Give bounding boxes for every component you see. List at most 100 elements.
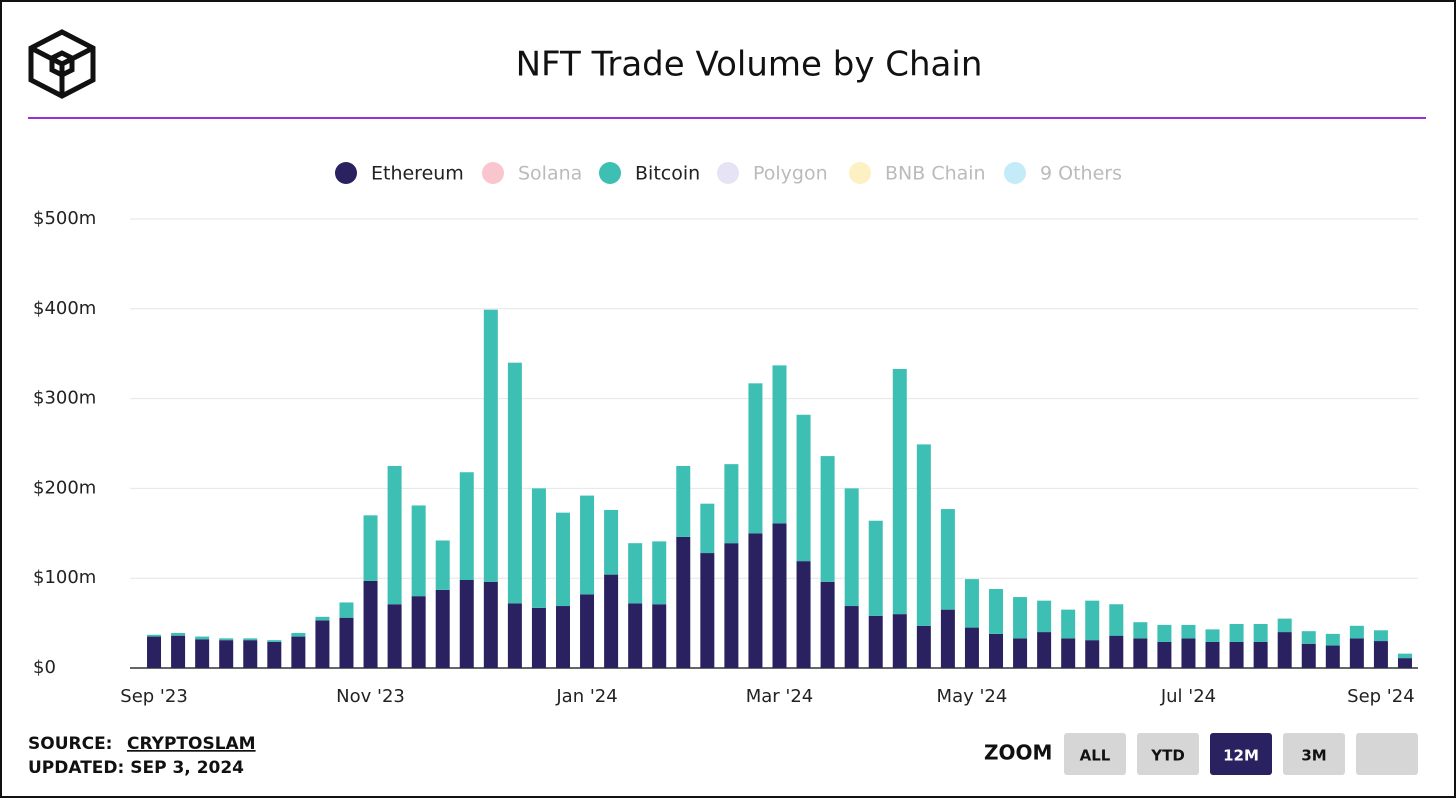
x-tick-label: Sep '24 — [1347, 686, 1415, 707]
bar-segment — [243, 640, 258, 668]
bar-segment — [724, 543, 739, 668]
bar-segment — [195, 639, 210, 668]
bar-segment — [483, 309, 498, 582]
bar-segment — [531, 607, 546, 668]
bar-segment — [363, 580, 378, 668]
zoom-button[interactable] — [1283, 733, 1345, 775]
bar-segment — [748, 533, 763, 668]
bar-segment — [315, 616, 330, 621]
bar-segment — [652, 541, 667, 605]
zoom-button-label[interactable]: 3M — [1301, 747, 1326, 765]
x-tick-label: Nov '23 — [336, 686, 405, 707]
bar-segment — [387, 604, 402, 668]
bar-segment — [1301, 631, 1316, 644]
bar-segment — [724, 464, 739, 544]
bar-segment — [1109, 604, 1124, 636]
bar-segment — [387, 465, 402, 605]
zoom-button[interactable] — [1210, 733, 1272, 775]
zoom-button[interactable] — [1137, 733, 1199, 775]
bar-segment — [1277, 632, 1292, 668]
bar-segment — [964, 579, 979, 628]
legend-label[interactable]: Bitcoin — [635, 163, 700, 185]
zoom-label: ZOOM — [984, 741, 1052, 765]
bar-segment — [147, 636, 162, 668]
bar-segment — [219, 640, 234, 668]
bar-segment — [772, 365, 787, 524]
y-tick-label: $400m — [33, 298, 96, 319]
bar-segment — [1397, 658, 1412, 668]
y-tick-label: $0 — [33, 657, 56, 678]
bar-segment — [628, 603, 643, 668]
bar-segment — [628, 543, 643, 604]
bar-segment — [700, 503, 715, 554]
bar-segment — [916, 625, 931, 668]
bar-segment — [339, 617, 354, 668]
bar-segment — [435, 589, 450, 668]
bar-segment — [940, 509, 955, 610]
bar-segment — [459, 472, 474, 580]
bar-segment — [676, 465, 691, 537]
legend-label[interactable]: Ethereum — [371, 163, 464, 185]
legend-label[interactable]: 9 Others — [1040, 163, 1122, 185]
y-tick-label: $300m — [33, 388, 96, 409]
zoom-button[interactable] — [1356, 733, 1418, 775]
bar-segment — [459, 579, 474, 668]
bar-segment — [772, 523, 787, 668]
legend-label[interactable]: Polygon — [753, 163, 828, 185]
updated: UPDATED: SEP 3, 2024 — [28, 758, 244, 778]
bar-segment — [844, 488, 859, 607]
bar-segment — [868, 615, 883, 668]
bar-segment — [147, 634, 162, 637]
legend-marker[interactable] — [717, 162, 739, 184]
zoom-button-label[interactable]: 12M — [1223, 747, 1259, 765]
legend-marker[interactable] — [335, 162, 357, 184]
bar-segment — [291, 636, 306, 668]
bar-segment — [1037, 632, 1052, 668]
x-tick-label: Jul '24 — [1160, 686, 1216, 707]
legend-label[interactable]: Solana — [518, 163, 582, 185]
y-tick-label: $500m — [33, 208, 96, 229]
bar-segment — [892, 368, 907, 615]
bar-segment — [1205, 641, 1220, 668]
bar-segment — [1181, 624, 1196, 639]
bar-segment — [796, 561, 811, 668]
bar-segment — [291, 632, 306, 637]
x-tick-label: Jan '24 — [555, 686, 617, 707]
logo — [28, 29, 96, 99]
bar-segment — [1277, 618, 1292, 633]
y-tick-label: $100m — [33, 567, 96, 588]
bar-segment — [1157, 624, 1172, 642]
bar-segment — [531, 488, 546, 608]
legend-marker[interactable] — [849, 162, 871, 184]
bar-segment — [1349, 625, 1364, 639]
bar-segment — [1229, 641, 1244, 668]
bar-segment — [1373, 641, 1388, 668]
zoom-button-label[interactable]: ALL — [1080, 747, 1111, 765]
x-tick-label: May '24 — [937, 686, 1008, 707]
bar-segment — [1061, 609, 1076, 639]
legend-marker[interactable] — [599, 162, 621, 184]
bar-segment — [604, 574, 619, 668]
bar-segment — [580, 594, 595, 668]
bar-segment — [868, 520, 883, 616]
bar-segment — [989, 633, 1004, 668]
legend-marker[interactable] — [482, 162, 504, 184]
bar-segment — [435, 540, 450, 590]
source-link[interactable]: CRYPTOSLAM — [127, 734, 256, 754]
zoom-button[interactable] — [1064, 733, 1126, 775]
bar-segment — [1325, 633, 1340, 646]
x-tick-label: Sep '23 — [120, 686, 188, 707]
zoom-button-label[interactable]: YTD — [1150, 747, 1185, 765]
bar-segment — [555, 606, 570, 668]
source-label: SOURCE: — [28, 734, 112, 754]
bar-segment — [820, 581, 835, 668]
legend-label[interactable]: BNB Chain — [885, 163, 986, 185]
bar-segment — [507, 603, 522, 668]
bar-segment — [411, 505, 426, 597]
bar-segment — [195, 636, 210, 640]
bar-segment — [219, 638, 234, 641]
legend-marker[interactable] — [1004, 162, 1026, 184]
bar-segment — [1133, 622, 1148, 639]
bar-segment — [1349, 638, 1364, 668]
